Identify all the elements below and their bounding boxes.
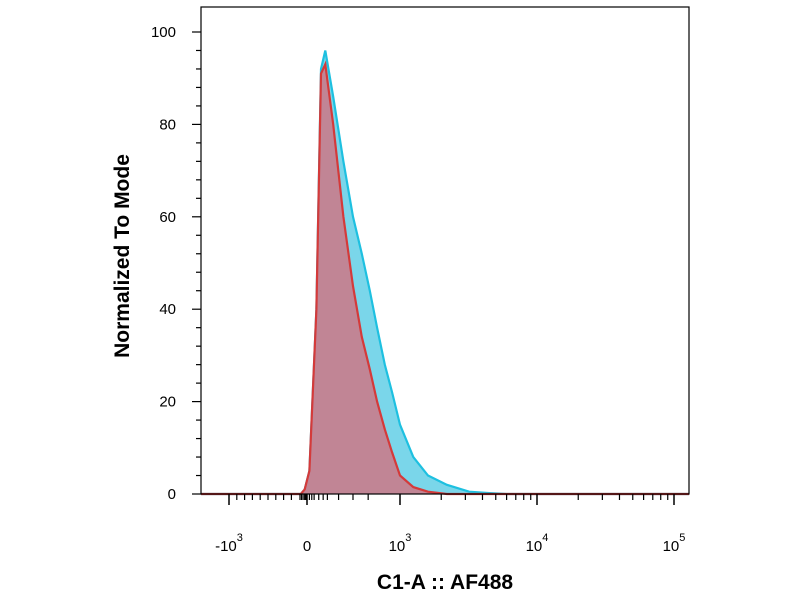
series-0-line: [201, 50, 689, 496]
x-axis-title: C1-A :: AF488: [377, 571, 513, 594]
x-tick-label: 105: [663, 532, 686, 555]
y-tick-label: 20: [159, 394, 176, 411]
x-tick-label: -103: [215, 532, 243, 555]
y-tick-label: 60: [159, 209, 176, 226]
y-axis-title: Normalized To Mode: [111, 154, 134, 358]
x-tick-label: 0: [303, 538, 311, 555]
series-1-area: [300, 64, 447, 495]
x-tick-label: 103: [389, 532, 412, 555]
y-tick-label: 100: [151, 24, 176, 41]
series-1-line: [201, 60, 689, 496]
y-tick-label: 80: [159, 116, 176, 133]
x-tick-label: 104: [526, 532, 549, 555]
axis-layer: 0 20 40 60 80 100 -103 0 103 104 105: [151, 24, 685, 555]
series-layer: [201, 50, 689, 496]
plot-frame: [200, 6, 690, 495]
y-tick-label: 0: [168, 486, 176, 503]
y-tick-label: 40: [159, 301, 176, 318]
